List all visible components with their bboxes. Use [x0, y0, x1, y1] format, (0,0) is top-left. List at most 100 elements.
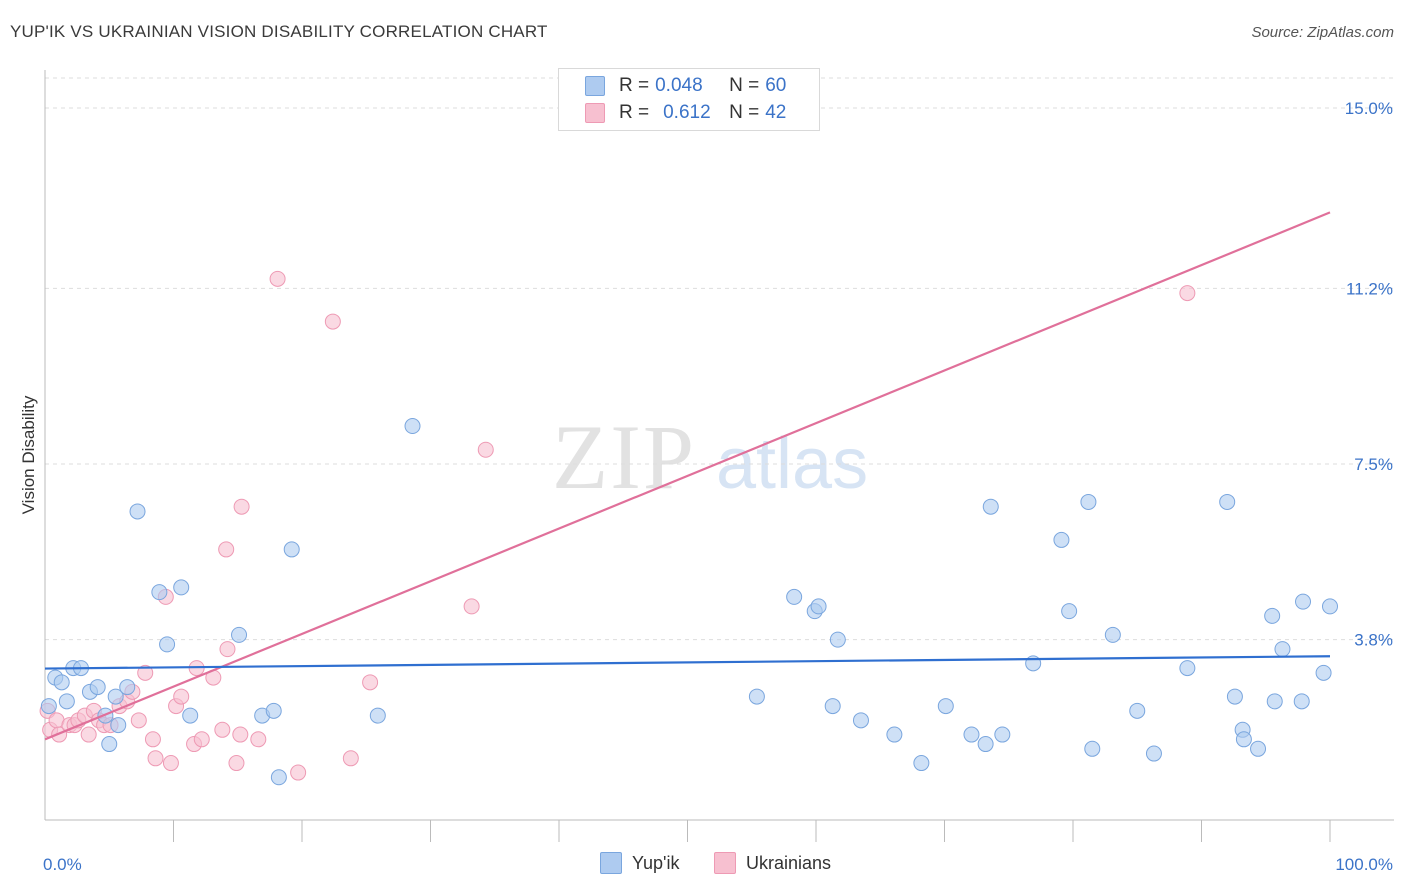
legend-swatch-ukrainians — [714, 852, 736, 874]
yupik-point — [119, 679, 136, 696]
yupik-point — [748, 688, 765, 705]
yupik-point — [110, 717, 127, 734]
yupik-point — [101, 736, 118, 753]
yupik-point — [824, 698, 841, 715]
trend-lines — [44, 211, 1331, 741]
legend-r-value-yupik: 0.048 — [655, 75, 703, 96]
legend-r-label: R = — [619, 102, 650, 123]
y-tick-label: 11.2% — [1346, 279, 1393, 298]
yupik-point — [1264, 607, 1281, 624]
ukrainians-point — [144, 731, 161, 748]
yupik-point — [151, 584, 168, 601]
legend-n-label: N = — [729, 102, 760, 123]
yupik-point — [829, 631, 846, 648]
yupik-point — [1179, 660, 1196, 677]
ukrainians-point — [147, 750, 164, 767]
legend-swatch-ukrainians — [585, 103, 605, 123]
yupik-point — [937, 698, 954, 715]
yupik-point — [1084, 740, 1101, 757]
yupik-point — [107, 688, 124, 705]
legend-item-ukrainians[interactable]: Ukrainians — [714, 852, 831, 874]
yupik-point — [1315, 664, 1332, 681]
ukrainians-point — [228, 755, 245, 772]
yupik-point — [1266, 693, 1283, 710]
legend-r-label: R = — [619, 75, 650, 96]
series-legend: Yup'ik Ukrainians — [0, 852, 1406, 878]
yupik-point — [1226, 688, 1243, 705]
ukrainians-point — [250, 731, 267, 748]
gridlines — [45, 77, 1394, 641]
yupik-point — [852, 712, 869, 729]
ukrainians-point — [290, 764, 307, 781]
yupik-point — [1080, 493, 1097, 510]
y-tick-label: 7.5% — [1354, 455, 1393, 474]
ukrainians-point — [130, 712, 147, 729]
ukrainians-point — [80, 726, 97, 743]
legend-row-ukrainians: R = 0.612 N = 42 — [585, 101, 795, 125]
legend-r-value-ukrainians: 0.612 — [663, 102, 711, 123]
yupik-point — [1219, 493, 1236, 510]
ukrainians-point — [324, 313, 341, 330]
yupik-point — [982, 498, 999, 515]
yupik-point — [1293, 693, 1310, 710]
yupik-point — [786, 588, 803, 605]
yupik-point — [173, 579, 190, 596]
yupik-point — [89, 679, 106, 696]
yupik-point — [886, 726, 903, 743]
ukrainians-point — [219, 641, 236, 658]
y-tick-label: 3.8% — [1354, 631, 1393, 650]
legend-n-value-ukrainians: 42 — [765, 102, 787, 123]
legend-label-yupik: Yup'ik — [632, 852, 680, 873]
axes — [44, 70, 1394, 821]
ukrainians-trend-line — [44, 211, 1331, 741]
x-tick-label: 0.0% — [43, 855, 82, 874]
legend-swatch-yupik — [600, 852, 622, 874]
yupik-point — [1274, 641, 1291, 658]
yupik-point — [1322, 598, 1338, 615]
y-tick-label: 15.0% — [1345, 99, 1393, 118]
yupik-point — [40, 698, 57, 715]
watermark: ZIP atlas — [552, 406, 868, 508]
legend-item-yupik[interactable]: Yup'ik — [600, 852, 679, 874]
yupik-point — [58, 693, 75, 710]
yupik-points — [40, 418, 1338, 786]
yupik-point — [129, 503, 146, 520]
legend-row-yupik: R = 0.048 N = 60 — [585, 74, 795, 98]
yupik-point — [1295, 593, 1312, 610]
yupik-point — [1129, 702, 1146, 719]
yupik-point — [963, 726, 980, 743]
yupik-point — [1104, 626, 1121, 643]
yupik-point — [1053, 531, 1070, 548]
yupik-point — [977, 736, 994, 753]
yupik-point — [1250, 740, 1267, 757]
y-tick-labels: 3.8% 7.5% 11.2% 15.0% — [1345, 99, 1393, 650]
yupik-point — [1061, 603, 1078, 620]
yupik-point — [53, 674, 70, 691]
ukrainians-point — [218, 541, 235, 558]
ukrainians-point — [463, 598, 480, 615]
stats-legend: R = 0.048 N = 60 R = 0.612 N = 42 — [558, 68, 820, 131]
ukrainians-point — [269, 270, 286, 287]
source-label: Source: ZipAtlas.com — [1251, 24, 1394, 41]
legend-n-label: N = — [729, 75, 760, 96]
legend-n-value-yupik: 60 — [765, 75, 787, 96]
x-tick-labels: 0.0% 100.0% — [43, 855, 1393, 874]
ukrainians-point — [232, 726, 249, 743]
ukrainians-point — [162, 755, 179, 772]
yupik-point — [404, 418, 421, 435]
yupik-trend-line — [44, 655, 1331, 670]
yupik-point — [994, 726, 1011, 743]
yupik-point — [159, 636, 176, 653]
x-tick-label: 100.0% — [1335, 855, 1393, 874]
yupik-point — [810, 598, 827, 615]
ukrainians-points — [39, 270, 1196, 781]
yupik-point — [231, 626, 248, 643]
legend-label-ukrainians: Ukrainians — [746, 852, 832, 873]
yupik-point — [913, 755, 930, 772]
yupik-point — [1235, 731, 1252, 748]
yupik-point — [270, 769, 287, 786]
y-axis-title: Vision Disability — [19, 395, 38, 514]
yupik-point — [1145, 745, 1162, 762]
ukrainians-point — [342, 750, 359, 767]
